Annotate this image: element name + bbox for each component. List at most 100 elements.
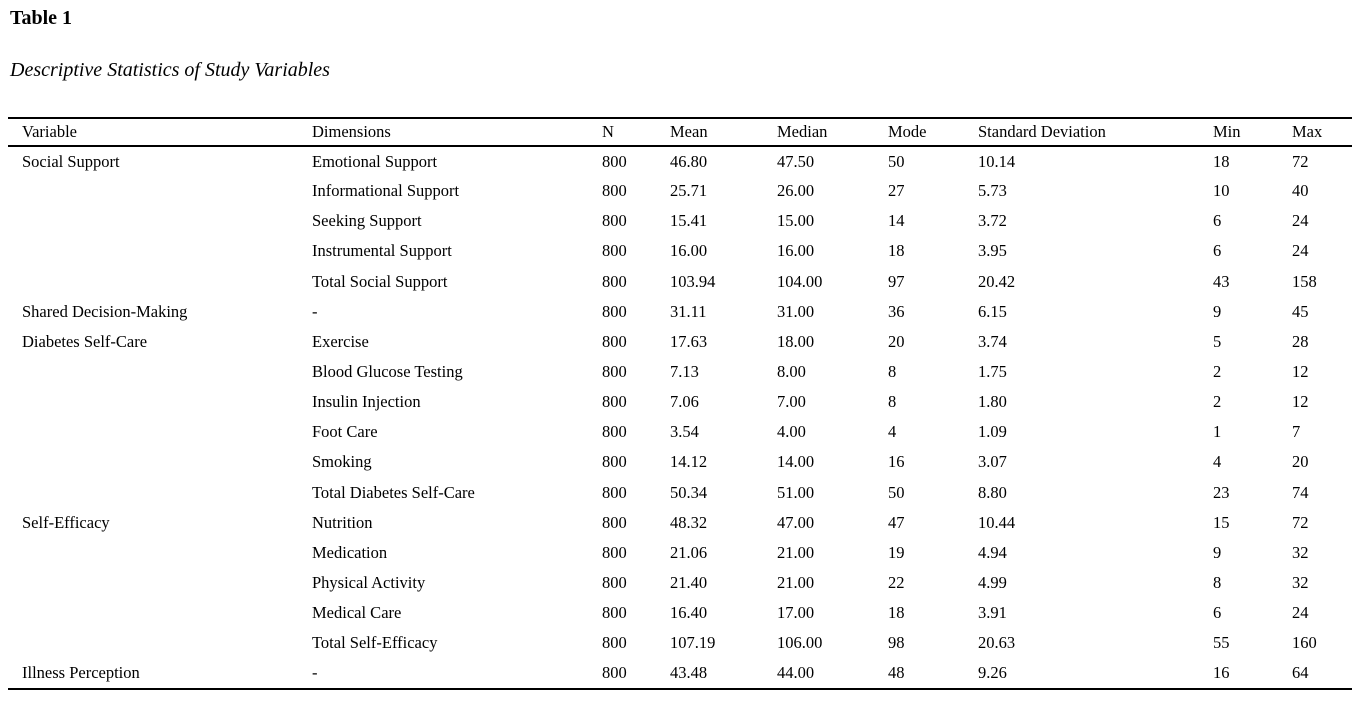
cell-value: 16.40	[670, 603, 708, 623]
table-body: Social Support Emotional Support 800 46.80 4…	[8, 146, 1352, 689]
cell-value: 24	[1292, 241, 1309, 261]
cell-value: 14.12	[670, 452, 708, 472]
cell-value: 4	[888, 422, 897, 442]
cell-value: 74	[1292, 482, 1309, 502]
cell-value: 800	[602, 392, 627, 412]
cell-value: 158	[1292, 271, 1317, 291]
cell-value: 43.48	[670, 662, 708, 682]
cell-value: 15	[1213, 512, 1230, 532]
cell-value: 16	[888, 452, 905, 472]
cell-value: 8.00	[777, 362, 806, 382]
cell-value: 25.71	[670, 181, 708, 201]
table-row: Seeking Support 800 15.41 15.00 14 3.72 6 24	[8, 206, 1352, 236]
column-header-n: N	[602, 122, 614, 141]
cell-value: 31.11	[670, 301, 707, 321]
cell-value: 4.00	[777, 422, 806, 442]
cell-value: 12	[1292, 392, 1309, 412]
cell-value: 800	[602, 181, 627, 201]
cell-value: 17.63	[670, 331, 708, 351]
cell-value: 21.00	[777, 542, 815, 562]
cell-value: 18	[1213, 151, 1230, 171]
cell-value: 10	[1213, 181, 1230, 201]
cell-value: 22	[888, 573, 905, 593]
cell-value: 18.00	[777, 331, 815, 351]
cell-value: 36	[888, 301, 905, 321]
cell-value: 5	[1213, 331, 1222, 351]
cell-value: 47	[888, 512, 905, 532]
table-caption: Descriptive Statistics of Study Variable…	[10, 59, 330, 81]
table-row: Self-Efficacy Nutrition 800 48.32 47.00 47 10.…	[8, 508, 1352, 538]
table-row: Blood Glucose Testing 800 7.13 8.00 8 1.75 2 12	[8, 357, 1352, 387]
cell-value: 27	[888, 181, 905, 201]
cell-value: 98	[888, 633, 905, 653]
table-row: Total Social Support 800 103.94 104.00 97 20.…	[8, 267, 1352, 297]
cell-value: 47.00	[777, 512, 815, 532]
table-row: Illness Perception - 800 43.48 44.00 48 9.26 16…	[8, 658, 1352, 688]
table-row: Social Support Emotional Support 800 46.80 4…	[8, 146, 1352, 176]
cell-value: 46.80	[670, 151, 708, 171]
cell-variable	[8, 236, 298, 266]
cell-value: 800	[602, 542, 627, 562]
cell-value: 32	[1292, 573, 1309, 593]
cell-variable	[8, 387, 298, 417]
cell-value: 800	[602, 241, 627, 261]
cell-value: 20	[888, 331, 905, 351]
cell-variable: Self-Efficacy	[22, 512, 110, 532]
cell-value: 31.00	[777, 301, 815, 321]
cell-value: 4.99	[978, 573, 1007, 593]
cell-variable	[8, 598, 298, 628]
cell-value: 18	[888, 241, 905, 261]
cell-value: 3.91	[978, 603, 1007, 623]
cell-value: 16.00	[777, 241, 815, 261]
cell-value: 2	[1213, 362, 1222, 382]
cell-value: 21.06	[670, 542, 708, 562]
cell-value: 4	[1213, 452, 1222, 472]
cell-dimension: Nutrition	[312, 512, 373, 532]
cell-value: 3.74	[978, 331, 1007, 351]
cell-dimension: Blood Glucose Testing	[312, 362, 463, 382]
cell-value: 10.14	[978, 151, 1016, 171]
cell-value: 5.73	[978, 181, 1007, 201]
cell-value: 6.15	[978, 301, 1007, 321]
cell-value: 106.00	[777, 633, 823, 653]
column-header-standard-deviation: Standard Deviation	[978, 122, 1106, 141]
cell-value: 1.80	[978, 392, 1007, 412]
column-header-min: Min	[1213, 122, 1241, 141]
cell-value: 800	[602, 603, 627, 623]
cell-dimension: Emotional Support	[312, 151, 438, 171]
table-row: Medical Care 800 16.40 17.00 18 3.91 6 24	[8, 598, 1352, 628]
table-row: Instrumental Support 800 16.00 16.00 18 3.95 6…	[8, 236, 1352, 266]
cell-value: 1.09	[978, 422, 1007, 442]
cell-value: 1	[1213, 422, 1222, 442]
cell-value: 800	[602, 211, 627, 231]
cell-value: 6	[1213, 211, 1222, 231]
cell-value: 10.44	[978, 512, 1016, 532]
cell-value: 47.50	[777, 151, 815, 171]
cell-value: 20	[1292, 452, 1309, 472]
cell-value: 45	[1292, 301, 1309, 321]
cell-value: 26.00	[777, 181, 815, 201]
column-header-variable: Variable	[22, 122, 77, 141]
cell-value: 97	[888, 271, 905, 291]
cell-value: 28	[1292, 331, 1309, 351]
cell-value: 16	[1213, 662, 1230, 682]
cell-value: 18	[888, 603, 905, 623]
cell-value: 16.00	[670, 241, 708, 261]
cell-value: 6	[1213, 241, 1222, 261]
cell-value: 9	[1213, 542, 1222, 562]
cell-variable: Diabetes Self-Care	[22, 331, 148, 351]
cell-dimension: Physical Activity	[312, 573, 426, 593]
cell-value: 3.72	[978, 211, 1007, 231]
cell-value: 14	[888, 211, 905, 231]
cell-value: 6	[1213, 603, 1222, 623]
cell-value: 32	[1292, 542, 1309, 562]
cell-value: 48.32	[670, 512, 708, 532]
cell-value: 8	[1213, 573, 1222, 593]
cell-value: 24	[1292, 603, 1309, 623]
cell-dimension: Foot Care	[312, 422, 378, 442]
cell-variable	[8, 267, 298, 297]
cell-dimension: Insulin Injection	[312, 392, 421, 412]
cell-value: 7	[1292, 422, 1301, 442]
cell-dimension: Informational Support	[312, 181, 460, 201]
cell-value: 800	[602, 422, 627, 442]
